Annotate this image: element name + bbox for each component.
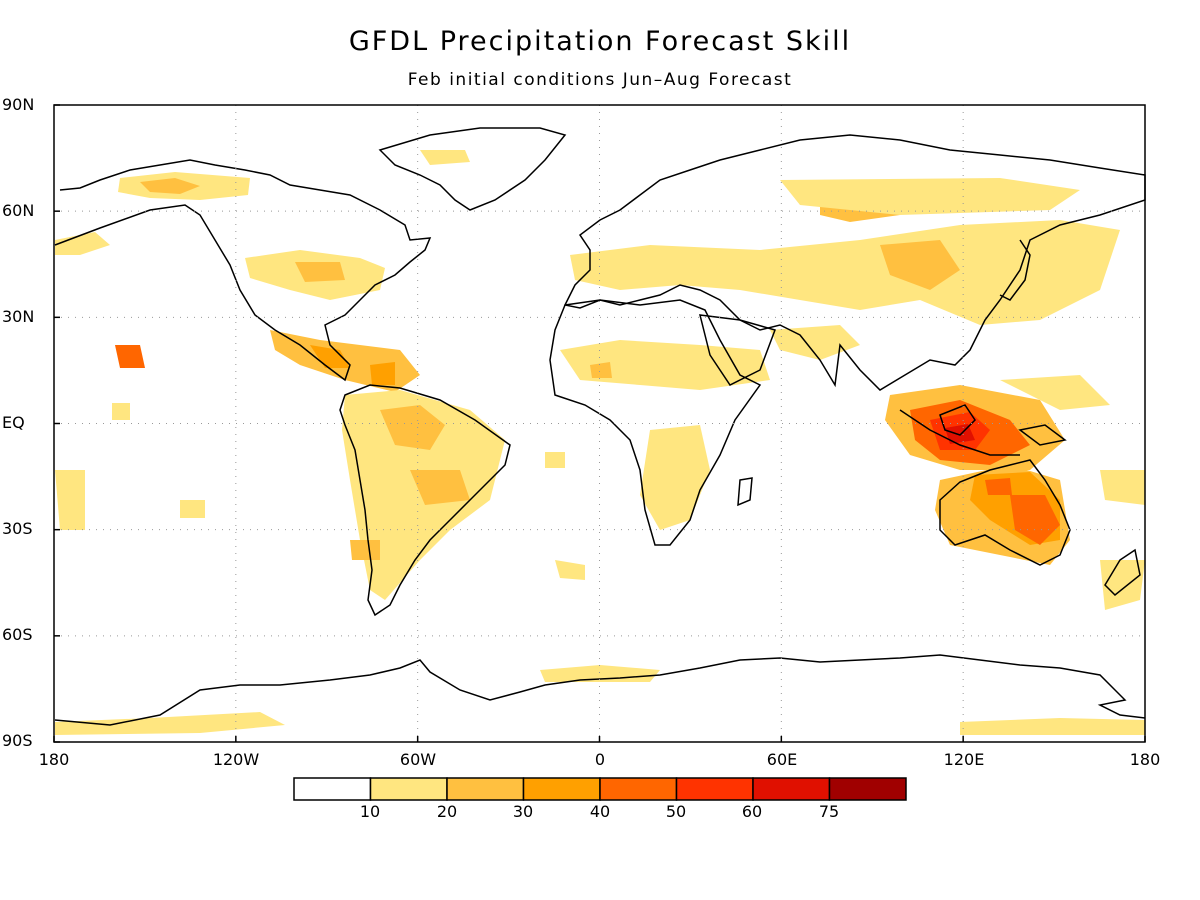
coastline-new-guinea — [1018, 424, 1067, 446]
coastline-borneo — [939, 404, 976, 436]
skill-patch — [570, 220, 1120, 325]
colorbar-swatch — [752, 777, 831, 801]
coastline-antarctica — [54, 654, 1146, 726]
colorbar-label: 20 — [436, 802, 458, 821]
lon-label: 0 — [594, 750, 606, 769]
colorbar-swatch — [369, 777, 448, 801]
colorbar-swatch — [599, 777, 678, 801]
lon-label: 180 — [38, 750, 70, 769]
lon-label: 120E — [943, 750, 985, 769]
lon-label: 60E — [766, 750, 798, 769]
skill-patch — [55, 232, 110, 255]
lon-label: 60W — [399, 750, 437, 769]
colorbar-label: 50 — [665, 802, 687, 821]
coastline-madagascar — [737, 477, 753, 507]
coastline-japan — [999, 239, 1031, 301]
colorbar — [293, 777, 907, 801]
skill-patch — [410, 470, 470, 505]
map-title: GFDL Precipitation Forecast Skill — [348, 26, 852, 57]
skill-patch — [380, 405, 445, 450]
coastline-new-zealand — [1104, 548, 1141, 597]
coastline-indonesia — [899, 409, 1020, 456]
skill-patch — [560, 340, 770, 390]
colorbar-label: 40 — [589, 802, 611, 821]
skill-patch — [112, 403, 130, 420]
lat-label: 30N — [2, 307, 35, 326]
skill-patch — [55, 470, 85, 530]
colorbar-swatch — [675, 777, 754, 801]
coastline-eurasia — [563, 134, 1146, 391]
lat-label: EQ — [2, 413, 25, 432]
skill-patch — [420, 150, 470, 165]
colorbar-label: 30 — [512, 802, 534, 821]
lat-label: 60N — [2, 201, 35, 220]
colorbar-label: 10 — [359, 802, 381, 821]
skill-patch — [115, 345, 145, 368]
skill-patch — [1000, 375, 1110, 410]
colorbar-label: 75 — [818, 802, 840, 821]
lon-label: 180 — [1129, 750, 1161, 769]
skill-shading — [55, 150, 1145, 735]
axis-ticks — [53, 104, 1146, 743]
coastline-africa — [549, 299, 762, 546]
coastline-north-america — [54, 159, 432, 382]
skill-patch — [1100, 470, 1145, 505]
lon-label: 120W — [212, 750, 260, 769]
coastlines — [54, 127, 1146, 726]
colorbar-swatch — [293, 777, 372, 801]
skill-patch — [985, 478, 1012, 495]
skill-patch — [370, 362, 395, 385]
skill-patch — [770, 325, 860, 360]
skill-patch — [310, 345, 350, 368]
skill-patch — [545, 452, 565, 468]
lat-label: 60S — [2, 625, 33, 644]
skill-patch — [555, 560, 585, 580]
colorbar-swatch — [446, 777, 525, 801]
map-subtitle: Feb initial conditions Jun–Aug Forecast — [407, 70, 793, 90]
coastline-greenland — [378, 127, 567, 211]
skill-patch — [55, 712, 285, 735]
lat-label: 90S — [2, 731, 33, 750]
colorbar-label: 60 — [741, 802, 763, 821]
skill-patch — [350, 540, 380, 560]
skill-patch — [590, 362, 612, 378]
lat-label: 90N — [2, 95, 35, 114]
skill-patch — [780, 178, 1080, 215]
lat-label: 30S — [2, 519, 33, 538]
skill-patch — [295, 262, 345, 282]
skill-patch — [1010, 495, 1060, 545]
skill-patch — [960, 718, 1145, 735]
coastline-south-america — [339, 384, 511, 617]
skill-patch — [180, 500, 205, 518]
skill-patch — [1100, 560, 1145, 610]
colorbar-swatch — [522, 777, 601, 801]
skill-patch — [640, 425, 710, 530]
skill-patch — [880, 240, 960, 290]
coastline-arabia — [699, 314, 776, 386]
skill-patch — [140, 178, 200, 194]
colorbar-swatch — [828, 777, 907, 801]
